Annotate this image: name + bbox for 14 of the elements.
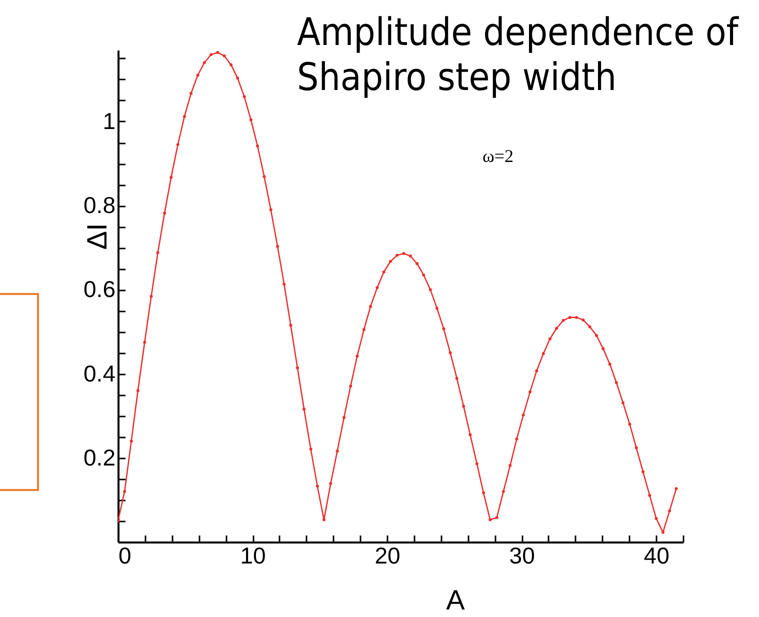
x-tick-label: 10: [240, 542, 266, 568]
y-axis-title: ΔI: [82, 223, 112, 250]
x-tick-label: 30: [509, 542, 535, 568]
chart-title: Amplitude dependence of Shapiro step width: [297, 10, 740, 100]
x-tick-label: 40: [644, 542, 670, 568]
annotation: ω=2: [482, 146, 514, 166]
y-tick-label: 0.2: [84, 444, 116, 470]
y-tick-label: 0.6: [84, 276, 116, 302]
y-tick-label: 0.4: [84, 360, 116, 386]
x-axis-title: A: [446, 584, 466, 616]
x-tick-label: 0: [118, 542, 132, 568]
y-tick-label: 1: [102, 108, 116, 134]
y-tick-label: 0.8: [84, 192, 116, 218]
x-tick-label: 20: [374, 542, 400, 568]
